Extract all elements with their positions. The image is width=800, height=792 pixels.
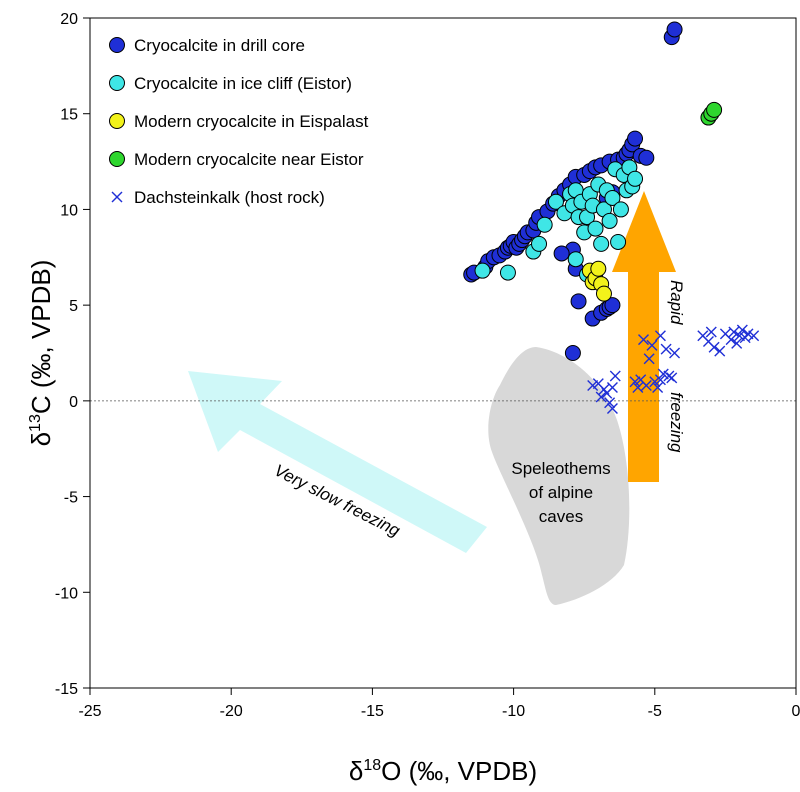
data-point-x xyxy=(666,372,678,384)
data-point xyxy=(706,101,723,118)
data-point-x xyxy=(640,380,652,392)
data-point-x xyxy=(652,381,664,393)
y-tick-label: -5 xyxy=(64,490,78,507)
legend-label: Cryocalcite in drill core xyxy=(134,36,305,55)
y-tick-label: -15 xyxy=(55,681,78,698)
data-point xyxy=(593,235,610,252)
data-points xyxy=(463,21,760,415)
data-point-x xyxy=(632,381,644,393)
data-point xyxy=(604,297,621,314)
annotation-speleothems-line3: caves xyxy=(539,507,583,526)
data-point-x xyxy=(604,397,616,409)
legend-marker xyxy=(109,151,125,167)
data-point xyxy=(604,189,621,206)
annotation-speleothems-line2: of alpine xyxy=(529,483,593,502)
x-tick-label: -5 xyxy=(648,703,662,720)
data-point-x xyxy=(708,341,720,353)
legend-marker xyxy=(109,113,125,129)
data-point-x xyxy=(595,391,607,403)
data-point-x xyxy=(731,337,743,349)
x-tick-label: -20 xyxy=(220,703,243,720)
data-point xyxy=(627,170,644,187)
data-point-x xyxy=(646,339,658,351)
x-tick-label: 0 xyxy=(792,703,800,720)
data-point-x xyxy=(606,403,618,415)
rapid-freezing-arrow xyxy=(612,191,676,482)
data-point-x xyxy=(609,370,621,382)
data-point xyxy=(595,285,612,302)
data-point xyxy=(570,293,587,310)
data-point xyxy=(474,262,491,279)
data-point-x xyxy=(728,326,740,338)
data-point-x xyxy=(714,345,726,357)
x-tick-label: -10 xyxy=(502,703,525,720)
data-point-x xyxy=(654,374,666,386)
data-point xyxy=(553,245,570,262)
y-tick-label: 0 xyxy=(69,394,78,411)
data-point xyxy=(564,345,581,361)
legend: Cryocalcite in drill core Cryocalcite in … xyxy=(109,36,369,207)
data-point xyxy=(499,264,516,281)
data-point xyxy=(531,235,548,252)
annotation-rapid: Rapid xyxy=(667,280,686,325)
data-point xyxy=(627,130,644,147)
data-point-x xyxy=(725,334,737,346)
legend-marker xyxy=(109,37,125,53)
y-axis-title: δ13C (‰, VPDB) xyxy=(26,260,56,447)
data-point xyxy=(567,251,584,268)
legend-label: Cryocalcite in ice cliff (Eistor) xyxy=(134,74,352,93)
speleothem-field-region xyxy=(488,347,630,605)
data-point-x xyxy=(660,343,672,355)
data-point-x xyxy=(748,330,760,342)
data-point xyxy=(536,216,553,233)
data-point-x xyxy=(643,353,655,365)
data-point-x xyxy=(638,334,649,346)
data-point xyxy=(610,233,627,250)
data-point-x xyxy=(736,324,748,336)
y-tick-label: -10 xyxy=(55,585,78,602)
data-point-x xyxy=(705,326,717,338)
data-point-x xyxy=(654,330,666,342)
data-point xyxy=(612,201,629,218)
axis-ticks: -25 -20 -15 -10 -5 0 -15 -10 -5 0 5 10 15 20 xyxy=(55,11,800,720)
plot-frame xyxy=(89,17,797,689)
y-tick-label: 5 xyxy=(69,298,78,315)
x-tick-label: -15 xyxy=(361,703,384,720)
legend-label: Modern cryocalcite in Eispalast xyxy=(134,112,369,131)
data-point xyxy=(587,220,604,237)
legend-marker xyxy=(109,75,125,91)
legend-marker-x xyxy=(111,191,123,203)
x-tick-label: -25 xyxy=(78,703,101,720)
data-point xyxy=(666,21,683,38)
y-tick-label: 10 xyxy=(60,202,78,219)
data-point xyxy=(547,193,564,210)
y-tick-label: 20 xyxy=(60,11,78,28)
legend-label: Dachsteinkalk (host rock) xyxy=(134,188,325,207)
data-point-x xyxy=(669,347,681,359)
annotation-freezing: freezing xyxy=(667,392,686,453)
data-point xyxy=(638,149,655,166)
data-point xyxy=(601,212,618,229)
legend-label: Modern cryocalcite near Eistor xyxy=(134,150,364,169)
very-slow-freezing-arrow xyxy=(188,371,487,553)
annotation-speleothems-line1: Speleothems xyxy=(511,459,610,478)
x-axis-title: δ18O (‰, VPDB) xyxy=(349,756,537,786)
data-point xyxy=(590,260,607,277)
y-tick-label: 15 xyxy=(60,107,78,124)
data-point-x xyxy=(606,381,618,393)
